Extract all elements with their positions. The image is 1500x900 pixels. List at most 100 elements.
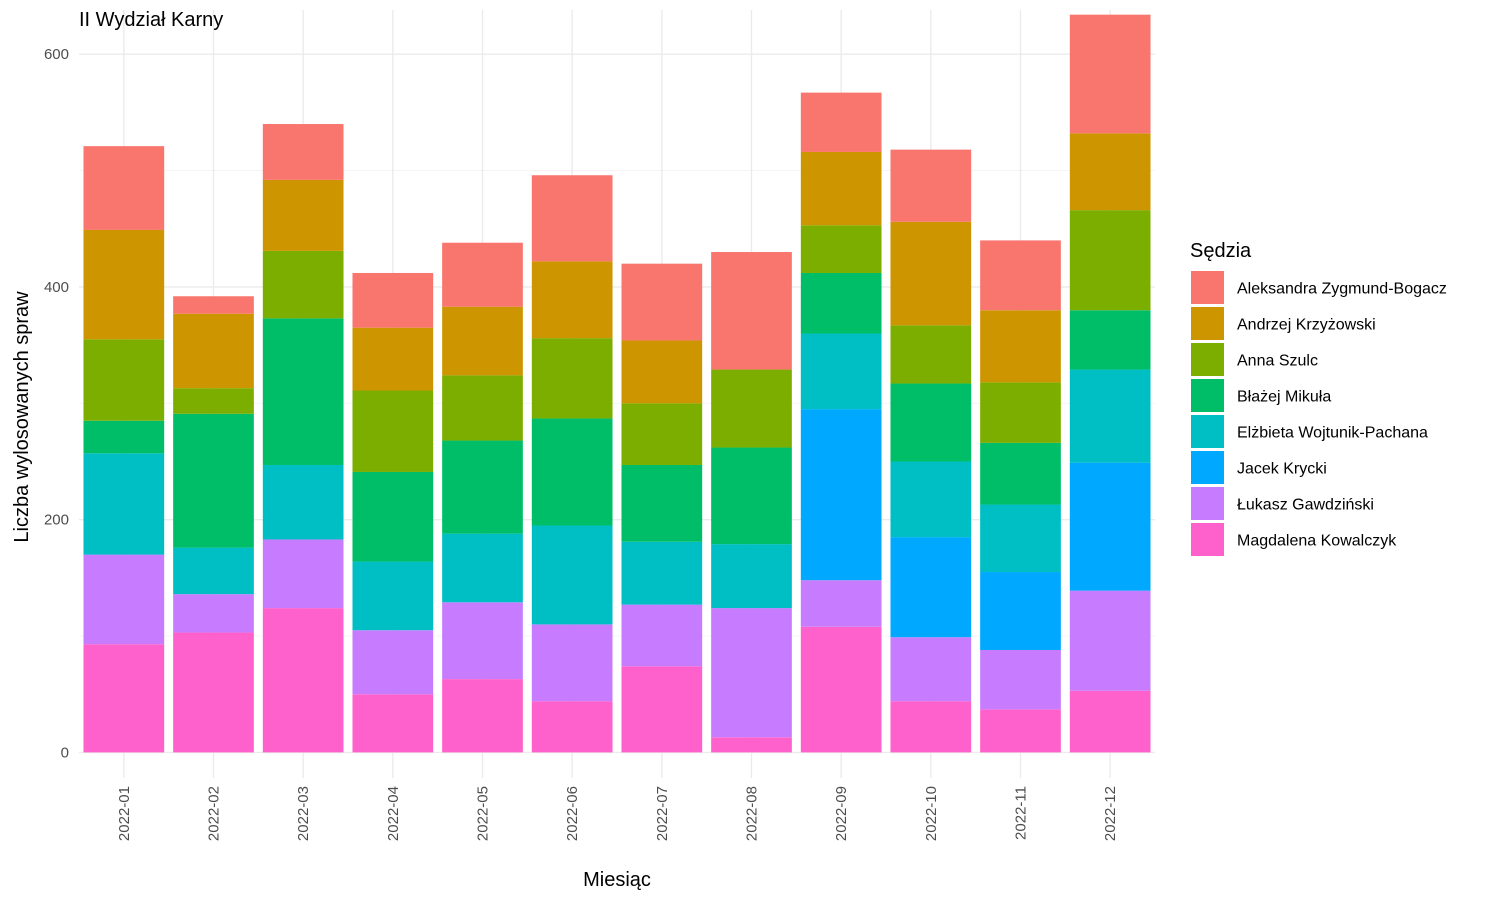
- bar-segment: [980, 709, 1061, 753]
- legend-key: [1191, 451, 1224, 484]
- bar-segment: [1069, 310, 1151, 370]
- y-tick-label: 400: [44, 279, 69, 296]
- bar-segment: [531, 624, 613, 702]
- bar-segment: [800, 580, 882, 627]
- bar-segment: [262, 539, 344, 609]
- bar-segment: [531, 338, 613, 419]
- bar-segment: [800, 626, 882, 753]
- x-tick-label: 2022-10: [923, 786, 940, 841]
- bar-segment: [531, 701, 613, 753]
- legend-key: [1191, 487, 1224, 520]
- bar-segment: [980, 442, 1061, 505]
- x-tick-label: 2022-03: [295, 786, 312, 841]
- bar-segment: [980, 572, 1061, 650]
- bar-segment: [980, 310, 1061, 383]
- bar-segment: [711, 737, 792, 753]
- bar-segment: [800, 92, 882, 152]
- y-tick-label: 200: [44, 512, 69, 529]
- legend-label: Elżbieta Wojtunik-Pachana: [1237, 425, 1428, 442]
- bar-segment: [173, 296, 254, 314]
- bar-segment: [262, 464, 344, 540]
- bar-segment: [531, 418, 613, 526]
- bar-segment: [442, 440, 523, 534]
- bar-segment: [173, 547, 254, 595]
- y-tick-label: 600: [44, 46, 69, 63]
- bar-segment: [352, 471, 434, 562]
- bar-segment: [1069, 462, 1151, 591]
- bar-segment: [442, 375, 523, 441]
- bar-segment: [980, 382, 1061, 443]
- bar-segment: [262, 179, 344, 251]
- legend-key: [1191, 379, 1224, 412]
- bars-layer: [83, 14, 1151, 753]
- bar-segment: [1069, 14, 1151, 134]
- bar-segment: [890, 461, 972, 538]
- bar-segment: [173, 388, 254, 414]
- bar-segment: [173, 594, 254, 633]
- bar-segment: [352, 272, 434, 328]
- bar-segment: [352, 561, 434, 631]
- bar-segment: [621, 604, 703, 667]
- legend-label: Błażej Mikuła: [1237, 389, 1331, 406]
- bar-segment: [980, 504, 1061, 573]
- bar-segment: [1069, 133, 1151, 211]
- legend-key: [1191, 415, 1224, 448]
- bar-segment: [800, 409, 882, 581]
- bar-segment: [800, 225, 882, 273]
- bar-segment: [83, 644, 165, 753]
- bar-segment: [1069, 369, 1151, 463]
- bar-segment: [352, 630, 434, 695]
- bar-segment: [83, 554, 165, 645]
- bar-segment: [531, 525, 613, 625]
- x-tick-label: 2022-09: [833, 786, 850, 841]
- x-tick-labels: 2022-01 2022-02 2022-03 2022-04 2022-05 2022-…: [116, 786, 1119, 841]
- bar-segment: [442, 242, 523, 307]
- bar-segment: [262, 608, 344, 753]
- bar-segment: [800, 272, 882, 334]
- bar-segment: [531, 175, 613, 262]
- legend-items: Aleksandra Zygmund-Bogacz Andrzej Krzyżow…: [1191, 271, 1447, 556]
- bar-segment: [1069, 210, 1151, 311]
- bar-segment: [890, 537, 972, 638]
- bar-segment: [711, 369, 792, 448]
- legend-label: Magdalena Kowalczyk: [1237, 533, 1397, 550]
- legend-key: [1191, 307, 1224, 340]
- bar-segment: [83, 339, 165, 421]
- bar-segment: [1069, 690, 1151, 753]
- bar-segment: [621, 263, 703, 341]
- bar-segment: [800, 333, 882, 410]
- bar-segment: [83, 453, 165, 555]
- legend-key: [1191, 271, 1224, 304]
- bar-segment: [531, 261, 613, 339]
- bar-segment: [890, 637, 972, 702]
- bar-segment: [173, 313, 254, 389]
- legend-label: Anna Szulc: [1237, 353, 1318, 370]
- bar-segment: [621, 541, 703, 605]
- legend-key: [1191, 523, 1224, 556]
- bar-segment: [83, 229, 165, 340]
- y-tick-labels: 0 200 400 600: [44, 46, 69, 761]
- bar-segment: [711, 608, 792, 738]
- bar-segment: [173, 413, 254, 548]
- legend-title: Sędzia: [1190, 240, 1252, 262]
- bar-segment: [173, 632, 254, 753]
- chart-title: II Wydział Karny: [79, 9, 223, 31]
- bar-segment: [890, 221, 972, 326]
- x-tick-label: 2022-04: [385, 786, 402, 841]
- bar-segment: [980, 650, 1061, 710]
- bar-segment: [262, 124, 344, 180]
- bar-segment: [442, 679, 523, 753]
- x-tick-label: 2022-05: [475, 786, 492, 841]
- bar-segment: [352, 390, 434, 472]
- legend-key: [1191, 343, 1224, 376]
- bar-segment: [890, 701, 972, 753]
- y-tick-label: 0: [61, 744, 69, 761]
- bar-segment: [890, 149, 972, 222]
- x-tick-label: 2022-06: [564, 786, 581, 841]
- bar-segment: [800, 151, 882, 226]
- bar-segment: [442, 533, 523, 603]
- x-tick-label: 2022-11: [1013, 786, 1030, 840]
- legend-label: Aleksandra Zygmund-Bogacz: [1237, 281, 1447, 298]
